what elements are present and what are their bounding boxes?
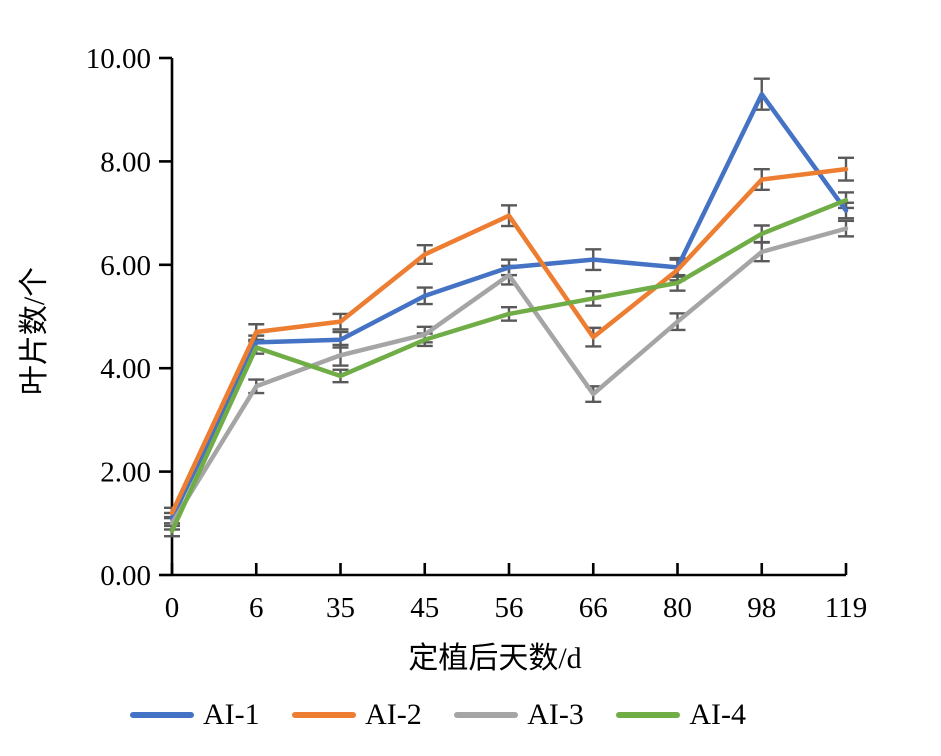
y-tick-label: 6.00: [100, 250, 151, 282]
legend-label-ai-4: AI-4: [689, 698, 746, 731]
x-tick-label: 56: [495, 592, 524, 624]
x-axis-title: 定植后天数/d: [408, 642, 581, 675]
series-line-AI-4: [169, 197, 849, 534]
series-line-AI-3: [169, 226, 849, 526]
legend: AI-1 AI-2 AI-3 AI-4: [130, 700, 746, 730]
y-axis-title: 叶片数/个: [18, 267, 51, 395]
legend-item-ai-3: AI-3: [454, 700, 584, 730]
legend-label-ai-2: AI-2: [365, 698, 422, 731]
x-tick-label: 35: [326, 592, 355, 624]
x-tick-label: 98: [747, 592, 776, 624]
series-line-AI-2: [169, 166, 849, 516]
x-tick-label: 80: [663, 592, 692, 624]
y-tick-label: 2.00: [100, 457, 151, 489]
y-tick-label: 10.00: [86, 43, 151, 75]
series-line-AI-1: [169, 91, 849, 521]
legend-label-ai-1: AI-1: [203, 698, 260, 731]
legend-item-ai-2: AI-2: [292, 700, 422, 730]
y-tick-label: 4.00: [100, 353, 151, 385]
x-tick-label: 45: [410, 592, 439, 624]
legend-item-ai-4: AI-4: [616, 700, 746, 730]
y-tick-label: 8.00: [100, 146, 151, 178]
x-tick-label: 119: [825, 592, 867, 624]
legend-swatch-ai-2: [292, 712, 357, 718]
legend-swatch-ai-3: [454, 712, 519, 718]
x-tick-label: 66: [579, 592, 608, 624]
x-tick-label: 6: [249, 592, 264, 624]
y-tick-label: 0.00: [100, 560, 151, 592]
legend-swatch-ai-1: [130, 712, 194, 718]
legend-swatch-ai-4: [616, 712, 681, 718]
x-tick-label: 0: [165, 592, 180, 624]
legend-label-ai-3: AI-3: [527, 698, 584, 731]
legend-item-ai-1: AI-1: [130, 700, 260, 730]
